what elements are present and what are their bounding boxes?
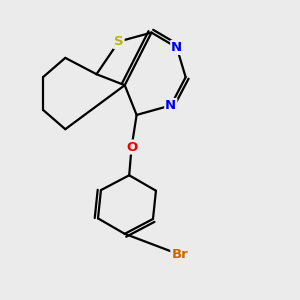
Text: O: O xyxy=(126,140,137,154)
Text: Br: Br xyxy=(171,248,188,261)
Text: N: N xyxy=(171,41,182,54)
Text: S: S xyxy=(114,35,124,48)
Text: N: N xyxy=(165,99,176,112)
